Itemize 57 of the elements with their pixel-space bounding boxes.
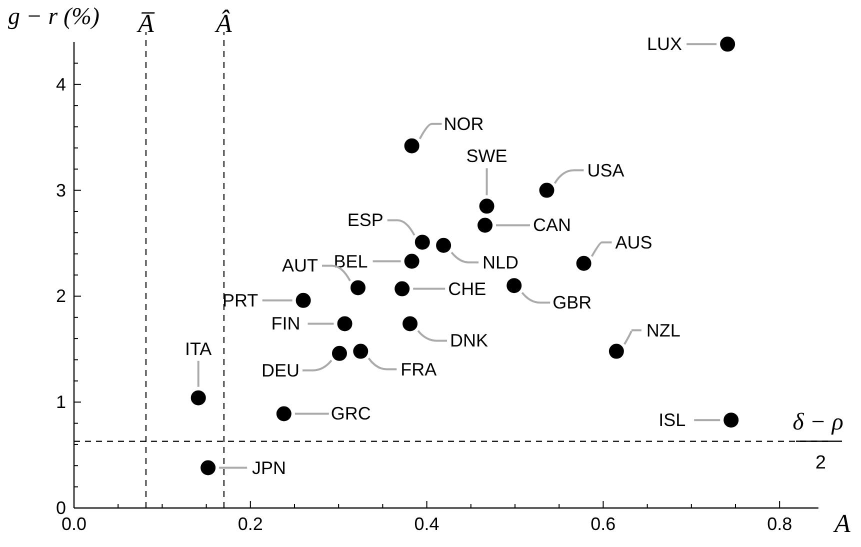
y-tick-label: 1 [56,392,66,412]
annotation: FRA [400,359,437,380]
point [200,460,216,476]
point [724,412,739,428]
x-tick-label: 0.8 [767,514,792,534]
annotation: DNK [450,330,488,351]
point [350,280,366,296]
point [337,316,352,332]
point [414,234,430,250]
annotation: GRC [330,404,371,424]
ref-line-label: δ − ρ 2 [792,409,844,474]
point [404,254,420,269]
annotation: ITA [185,338,212,359]
annotation: SWE [466,146,508,166]
annotation: ESP [347,210,384,230]
x-tick-label: 0.6 [590,514,616,534]
annotation: GBR [552,292,592,313]
point [479,198,494,214]
point [332,346,347,361]
annotation: PRT [222,290,258,310]
point [506,278,522,294]
annotation: CAN [533,215,572,236]
y-tick-label: 4 [56,74,66,94]
y-axis-title: g − r (%) [8,4,100,30]
annotation: NOR [444,114,484,134]
point [608,344,624,359]
annotation: AUS [615,232,652,252]
annotation: ISL [658,410,686,430]
annotation: NZL [646,320,680,340]
point [404,138,420,154]
annotation: BEL [334,251,368,272]
y-tick-label: 3 [56,180,66,200]
point [402,316,418,332]
point [478,218,493,233]
annotation: CHE [448,278,486,299]
y-tick-label: 2 [56,286,66,306]
annotation: JPN [252,458,286,478]
x-tick-label: 0.2 [238,514,263,534]
annotation: USA [587,160,624,180]
annotation: NLD [482,252,519,272]
annotation: AUT [282,256,318,276]
point [576,256,592,271]
point [720,36,736,52]
point [394,281,410,296]
point [296,292,311,308]
annotation: DEU [261,360,300,380]
ref-line-label: A̅ [136,9,155,38]
x-axis-title: A [832,509,850,538]
x-tick-label: 0.4 [414,514,440,534]
point [436,238,452,253]
point [276,406,292,422]
annotation: FIN [271,314,300,334]
annotation: LUX [647,34,682,54]
point [539,182,554,198]
ref-line-label: Â [214,9,232,38]
point [190,390,206,406]
point [353,344,368,359]
